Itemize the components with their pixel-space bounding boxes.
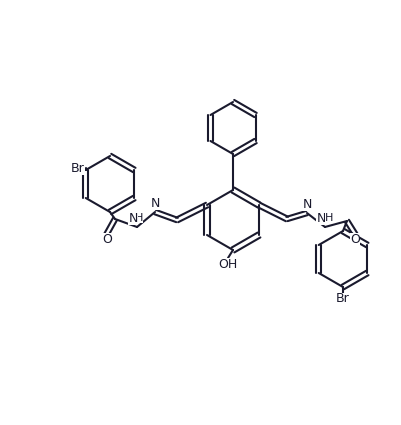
Text: N: N [302,198,311,210]
Text: H: H [134,213,143,223]
Text: Br: Br [335,292,349,306]
Text: OH: OH [218,258,237,270]
Text: O: O [349,232,359,246]
Text: N: N [128,212,138,224]
Text: N: N [150,196,159,210]
Text: O: O [102,232,111,246]
Text: Br: Br [71,162,85,175]
Text: N: N [316,212,325,224]
Text: H: H [324,213,332,223]
